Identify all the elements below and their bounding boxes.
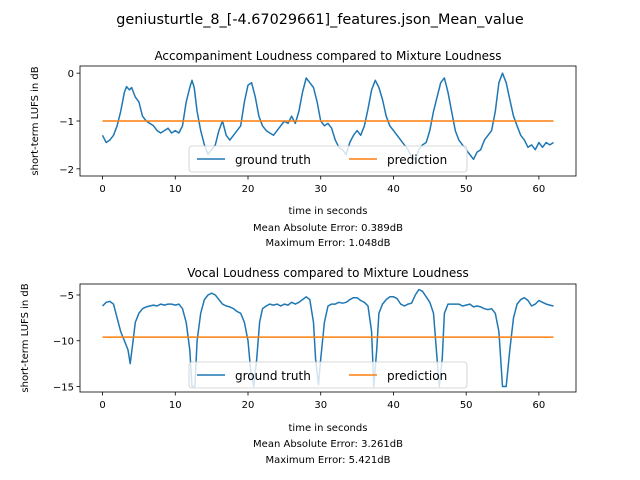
chart-1-xtick-label: 0: [99, 184, 105, 195]
chart-1-series-ground-truth: [101, 72, 554, 161]
chart-1-ytick-label: −2: [59, 165, 74, 176]
chart-1-xtick-label: 60: [533, 184, 546, 195]
chart-2-xtick-label: 20: [242, 400, 255, 411]
chart-1-ytick-label: 0: [68, 69, 74, 80]
chart-1-legend-label-ground-truth: ground truth: [235, 153, 311, 167]
chart-2-legend-box: [188, 361, 468, 389]
chart-1-xtick-label: 40: [387, 184, 400, 195]
chart-1-mean-abs-error: Mean Absolute Error: 0.389dB: [253, 223, 403, 234]
chart-1-xtick-label: 30: [314, 184, 327, 195]
chart-1-xlabel: time in seconds: [289, 206, 368, 217]
chart-1-ytick-label: −1: [59, 117, 74, 128]
chart-2-axes-frame: [79, 283, 577, 393]
chart-2-series-ground-truth: [101, 288, 554, 388]
chart-2-ytick-label: −5: [59, 291, 74, 302]
chart-1-title: Accompaniment Loudness compared to Mixtu…: [154, 49, 501, 63]
figure-suptitle: geniusturtle_8_[-4.67029661]_features.js…: [116, 12, 524, 28]
chart-1-xtick-label: 20: [242, 184, 255, 195]
chart-2-mean-abs-error: Mean Absolute Error: 3.261dB: [253, 439, 403, 450]
chart-2-ytick-label: −15: [53, 383, 74, 394]
chart-2-max-error: Maximum Error: 5.421dB: [265, 455, 390, 466]
chart-2-title: Vocal Loudness compared to Mixture Loudn…: [187, 266, 469, 280]
chart-1-xtick-label: 50: [460, 184, 473, 195]
chart-1-ylabel: short-term LUFS in dB: [30, 66, 41, 175]
chart-1-max-error: Maximum Error: 1.048dB: [265, 238, 390, 249]
chart-2-xtick-label: 40: [387, 400, 400, 411]
chart-1-legend-label-prediction: prediction: [387, 153, 447, 167]
chart-1-xtick-label: 10: [169, 184, 182, 195]
chart-2-xtick-label: 0: [99, 400, 105, 411]
chart-1-legend-box: [188, 145, 468, 173]
chart-2-xtick-label: 30: [314, 400, 327, 411]
chart-2-legend-label-prediction: prediction: [387, 369, 447, 383]
chart-2-xlabel: time in seconds: [289, 423, 368, 434]
chart-2-ylabel: short-term LUFS in dB: [20, 283, 31, 392]
chart-2-legend-label-ground-truth: ground truth: [235, 369, 311, 383]
chart-2-xtick-label: 50: [460, 400, 473, 411]
chart-2-ytick-label: −10: [53, 337, 74, 348]
chart-2-xtick-label: 60: [533, 400, 546, 411]
chart-2-xtick-label: 10: [169, 400, 182, 411]
